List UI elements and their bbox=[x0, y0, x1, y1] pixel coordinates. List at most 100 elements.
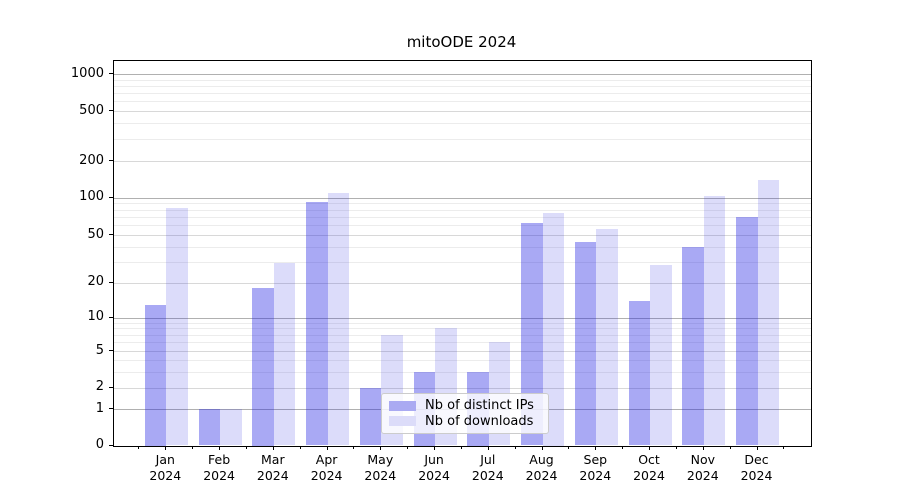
gridline-200 bbox=[114, 161, 811, 162]
x-tick-label-dec: Dec 2024 bbox=[740, 452, 773, 483]
gridline-7 bbox=[114, 334, 811, 336]
y-tick-mark bbox=[109, 386, 113, 388]
bar-oct-downloads bbox=[650, 265, 672, 446]
legend-item-distinct-ips: Nb of distinct IPs bbox=[389, 398, 541, 413]
gridline-5 bbox=[114, 351, 811, 352]
y-tick-label-2: 2 bbox=[95, 379, 104, 395]
bar-may-distinct-ips bbox=[359, 387, 382, 446]
gridline-900 bbox=[114, 79, 811, 81]
x-tick-label-nov: Nov 2024 bbox=[686, 452, 719, 483]
chart-title: mitoODE 2024 bbox=[406, 33, 517, 51]
bar-oct-distinct-ips bbox=[628, 300, 650, 446]
x-tick-label-aug: Aug 2024 bbox=[525, 452, 558, 483]
gridline-600 bbox=[114, 101, 811, 103]
gridline-100 bbox=[114, 197, 811, 199]
x-minor-tick-mark bbox=[192, 446, 194, 449]
gridline-50 bbox=[114, 235, 811, 236]
x-minor-tick-mark bbox=[675, 446, 677, 449]
bar-jan-downloads bbox=[166, 208, 188, 446]
y-tick-label-50: 50 bbox=[87, 226, 104, 242]
y-tick-mark bbox=[109, 444, 113, 446]
gridline-3 bbox=[114, 371, 811, 373]
gridline-6 bbox=[114, 342, 811, 344]
y-tick-label-200: 200 bbox=[79, 152, 104, 168]
x-minor-tick-mark bbox=[460, 446, 462, 449]
gridline-40 bbox=[114, 246, 811, 248]
bar-dec-distinct-ips bbox=[736, 216, 758, 446]
y-tick-label-1000: 1000 bbox=[70, 65, 104, 81]
x-tick-mark-jun bbox=[434, 446, 436, 450]
gridline-4 bbox=[114, 359, 811, 361]
y-tick-label-5: 5 bbox=[95, 342, 104, 358]
gridline-300 bbox=[114, 138, 811, 140]
x-tick-mark-jan bbox=[165, 446, 167, 450]
x-minor-tick-mark bbox=[299, 446, 301, 449]
x-tick-label-feb: Feb 2024 bbox=[203, 452, 235, 483]
x-tick-mark-apr bbox=[326, 446, 328, 450]
x-minor-tick-mark bbox=[407, 446, 409, 449]
gridline-9 bbox=[114, 322, 811, 324]
bar-aug-downloads bbox=[542, 212, 565, 446]
x-tick-mark-oct bbox=[649, 446, 650, 450]
gridline-60 bbox=[114, 225, 811, 227]
gridline-400 bbox=[114, 123, 811, 125]
legend-swatch-downloads bbox=[389, 416, 416, 427]
x-tick-mark-mar bbox=[272, 446, 274, 450]
x-tick-label-apr: Apr 2024 bbox=[310, 452, 343, 483]
x-tick-label-may: May 2024 bbox=[364, 452, 397, 483]
bar-sep-downloads bbox=[596, 228, 618, 446]
x-tick-label-mar: Mar 2024 bbox=[256, 452, 289, 483]
gridline-20 bbox=[114, 282, 811, 284]
y-tick-mark bbox=[109, 73, 113, 74]
legend-swatch-distinct-ips bbox=[389, 400, 416, 411]
x-tick-label-jun: Jun 2024 bbox=[418, 452, 450, 483]
y-tick-label-100: 100 bbox=[79, 189, 104, 205]
plot-area: Nb of distinct IPs Nb of downloads bbox=[113, 60, 812, 447]
x-tick-mark-jul bbox=[487, 446, 489, 450]
x-minor-tick-mark bbox=[353, 446, 355, 449]
x-tick-label-jan: Jan 2024 bbox=[149, 452, 182, 483]
bar-mar-downloads bbox=[273, 263, 296, 446]
x-minor-tick-mark bbox=[568, 446, 570, 449]
gridline-80 bbox=[114, 209, 811, 211]
x-minor-tick-mark bbox=[729, 446, 731, 449]
legend: Nb of distinct IPs Nb of downloads bbox=[381, 393, 549, 434]
x-minor-tick-mark bbox=[622, 446, 624, 449]
x-minor-tick-mark bbox=[245, 446, 247, 449]
y-tick-mark bbox=[109, 196, 113, 198]
gridline-70 bbox=[114, 216, 811, 218]
gridline-2 bbox=[114, 387, 811, 389]
x-minor-tick-mark bbox=[783, 446, 785, 449]
y-tick-mark bbox=[109, 234, 113, 235]
x-tick-label-oct: Oct 2024 bbox=[633, 452, 665, 483]
x-tick-mark-aug bbox=[541, 446, 543, 450]
gridline-8 bbox=[114, 328, 811, 330]
x-tick-mark-feb bbox=[219, 446, 221, 450]
bar-nov-distinct-ips bbox=[682, 246, 704, 446]
y-tick-label-20: 20 bbox=[87, 274, 104, 290]
y-tick-label-10: 10 bbox=[87, 309, 104, 325]
legend-item-downloads: Nb of downloads bbox=[389, 414, 541, 429]
gridline-1000 bbox=[114, 74, 811, 75]
bar-nov-downloads bbox=[703, 196, 726, 446]
bar-aug-distinct-ips bbox=[521, 223, 543, 446]
x-tick-mark-dec bbox=[756, 446, 758, 450]
x-tick-label-sep: Sep 2024 bbox=[579, 452, 612, 483]
gridline-800 bbox=[114, 85, 811, 87]
gridline-10 bbox=[114, 317, 811, 319]
x-minor-tick-mark bbox=[138, 446, 140, 449]
x-tick-mark-may bbox=[380, 446, 382, 450]
bar-sep-distinct-ips bbox=[574, 241, 597, 446]
y-tick-label-500: 500 bbox=[79, 102, 104, 118]
y-tick-mark bbox=[109, 316, 113, 318]
x-minor-tick-mark bbox=[514, 446, 516, 449]
y-tick-mark bbox=[109, 281, 113, 283]
bar-jan-distinct-ips bbox=[144, 304, 167, 446]
y-tick-mark bbox=[109, 408, 113, 410]
gridline-700 bbox=[114, 93, 811, 94]
x-tick-mark-sep bbox=[595, 446, 597, 450]
gridline-500 bbox=[114, 111, 811, 112]
y-tick-label-1: 1 bbox=[95, 400, 104, 416]
legend-label-downloads: Nb of downloads bbox=[425, 413, 534, 429]
